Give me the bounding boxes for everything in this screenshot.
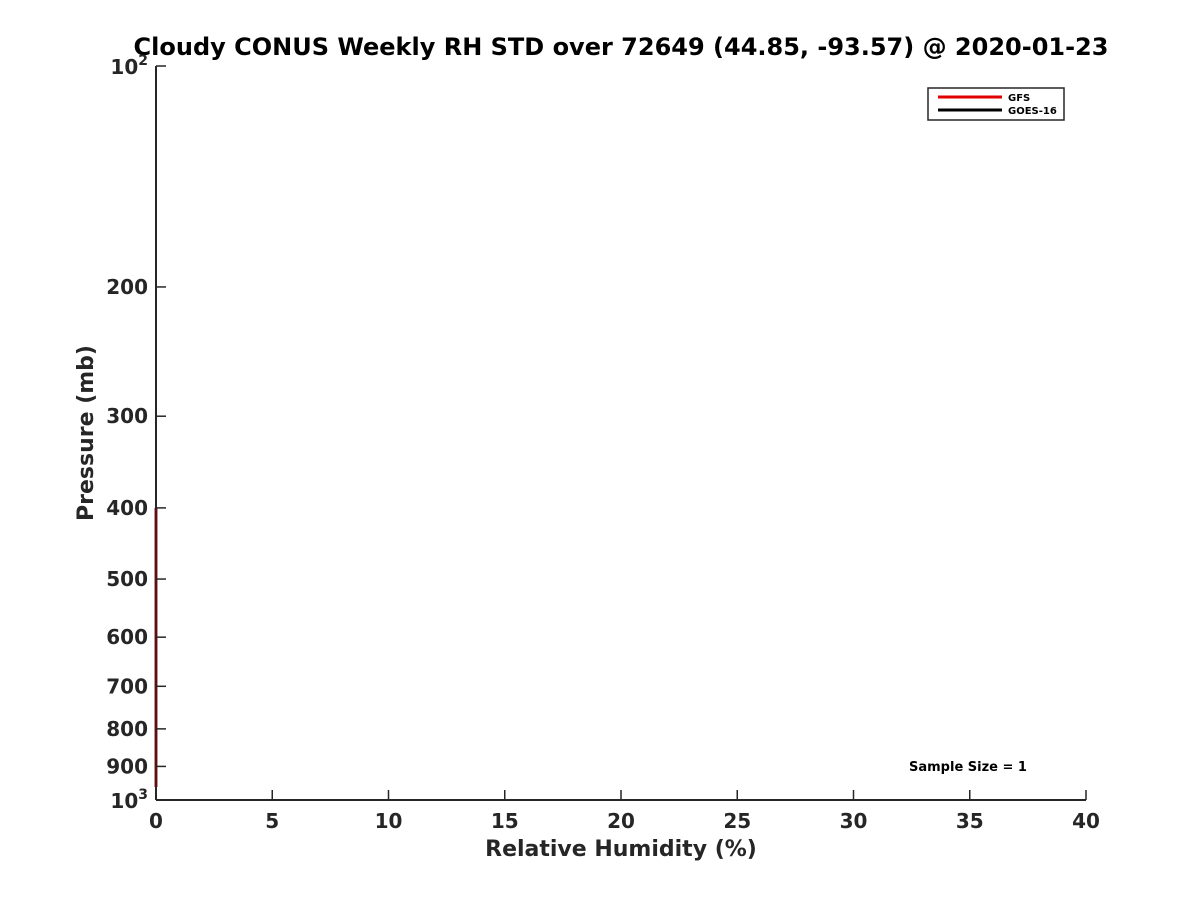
sample-size-annotation: Sample Size = 1: [909, 760, 1027, 775]
y-tick-label: 600: [106, 625, 148, 649]
x-tick-label: 0: [149, 809, 163, 833]
y-tick-label: 400: [106, 496, 148, 520]
x-tick-label: 10: [375, 809, 403, 833]
y-tick-label: 500: [106, 567, 148, 591]
x-tick-label: 35: [956, 809, 984, 833]
legend-box: [927, 87, 1065, 121]
x-tick-label: 25: [723, 809, 751, 833]
y-tick-label: 300: [106, 404, 148, 428]
legend: GFS GOES-16: [927, 87, 1065, 121]
x-tick-label: 15: [491, 809, 519, 833]
x-tick-label: 40: [1072, 809, 1100, 833]
legend-label-gfs: GFS: [1008, 93, 1030, 104]
y-tick-label: 800: [106, 717, 148, 741]
x-tick-label: 30: [840, 809, 868, 833]
legend-label-goes16: GOES-16: [1008, 106, 1057, 117]
y-tick-label: 900: [106, 754, 148, 778]
y-axis-label: Pressure (mb): [74, 345, 99, 521]
y-tick-label: 103: [110, 787, 148, 813]
y-tick-label: 102: [110, 53, 148, 79]
plot-area: 0 5 10 15 20 25 30 35 40 102 200 300 400 500 600 700 80…: [106, 53, 1100, 833]
y-tick-label: 200: [106, 275, 148, 299]
y-tick-label: 700: [106, 674, 148, 698]
x-ticks: 0 5 10 15 20 25 30 35 40: [149, 790, 1100, 833]
x-axis-label: Relative Humidity (%): [485, 837, 757, 862]
x-tick-label: 5: [265, 809, 279, 833]
chart-title: Cloudy CONUS Weekly RH STD over 72649 (4…: [134, 33, 1109, 61]
x-tick-label: 20: [607, 809, 635, 833]
y-ticks: 102 200 300 400 500 600 700 800 900 103: [106, 53, 166, 813]
